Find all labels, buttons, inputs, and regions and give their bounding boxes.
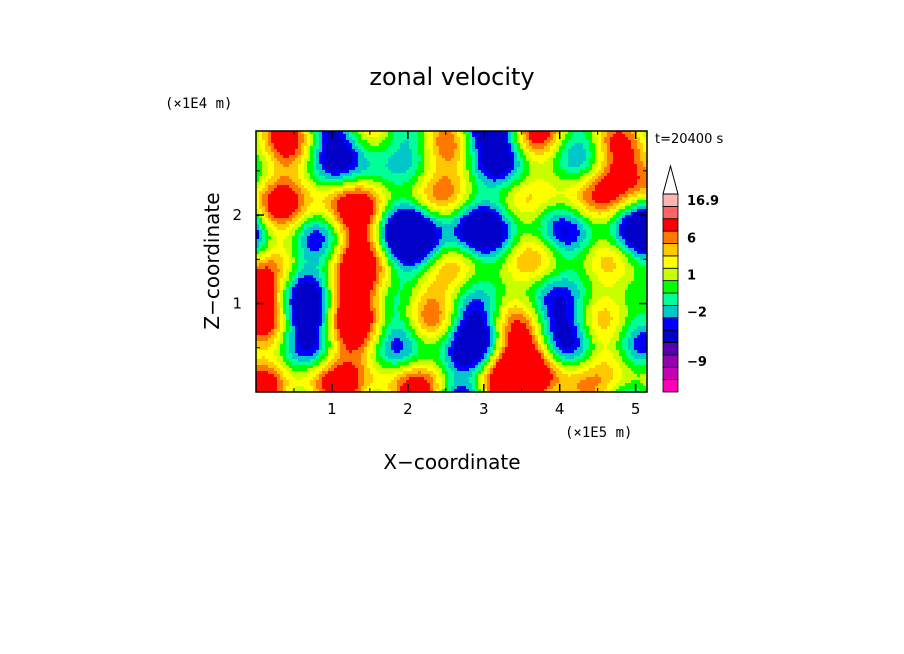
colorbar-segment [662,304,679,319]
colorbar-segment [662,292,679,306]
colorbar-segment [662,317,679,331]
x-axis-ticks: 1 2 3 4 5 [293,131,641,418]
colorbar-segment [662,280,679,294]
x-tick-label: 4 [555,400,565,418]
colorbar-segment [662,366,679,381]
colorbar-label: 1 [687,268,696,283]
colorbar-extend-arrow [662,164,679,195]
y-axis-ticks: 12 [232,170,647,349]
colorbar-label: −2 [687,306,707,321]
plot-frame [255,130,648,393]
x-unit-label: (×1E5 m) [565,425,632,441]
y-tick-label: 2 [232,206,242,224]
colorbar-segment [662,193,679,207]
x-tick-label: 2 [403,400,413,418]
chart-title: zonal velocity [369,63,534,91]
colorbar-segment [662,267,679,282]
y-unit-label: (×1E4 m) [165,96,232,112]
x-tick-label: 5 [631,400,641,418]
x-axis-label: X−coordinate [383,450,520,474]
x-tick-label: 3 [479,400,489,418]
colorbar-segment [662,243,679,257]
colorbar-label: 6 [687,231,696,246]
y-tick-label: 1 [232,295,242,313]
contour-field [256,131,648,393]
y-axis-label: Z−coordinate [200,192,224,329]
colorbar-segment [662,255,679,269]
colorbar-segment [662,342,679,356]
time-label: t=20400 s [655,132,723,147]
colorbar-segment [662,354,679,368]
colorbar-segment [662,329,679,343]
colorbar-label: −9 [687,355,707,370]
colorbar: −9 −2 1 6 16.9 [662,164,719,393]
colorbar-segment [662,205,679,220]
x-tick-label: 1 [327,400,337,418]
colorbar-segment [662,379,679,393]
colorbar-segment [662,230,679,244]
colorbar-label: 16.9 [687,194,719,209]
colorbar-segment [662,218,679,232]
